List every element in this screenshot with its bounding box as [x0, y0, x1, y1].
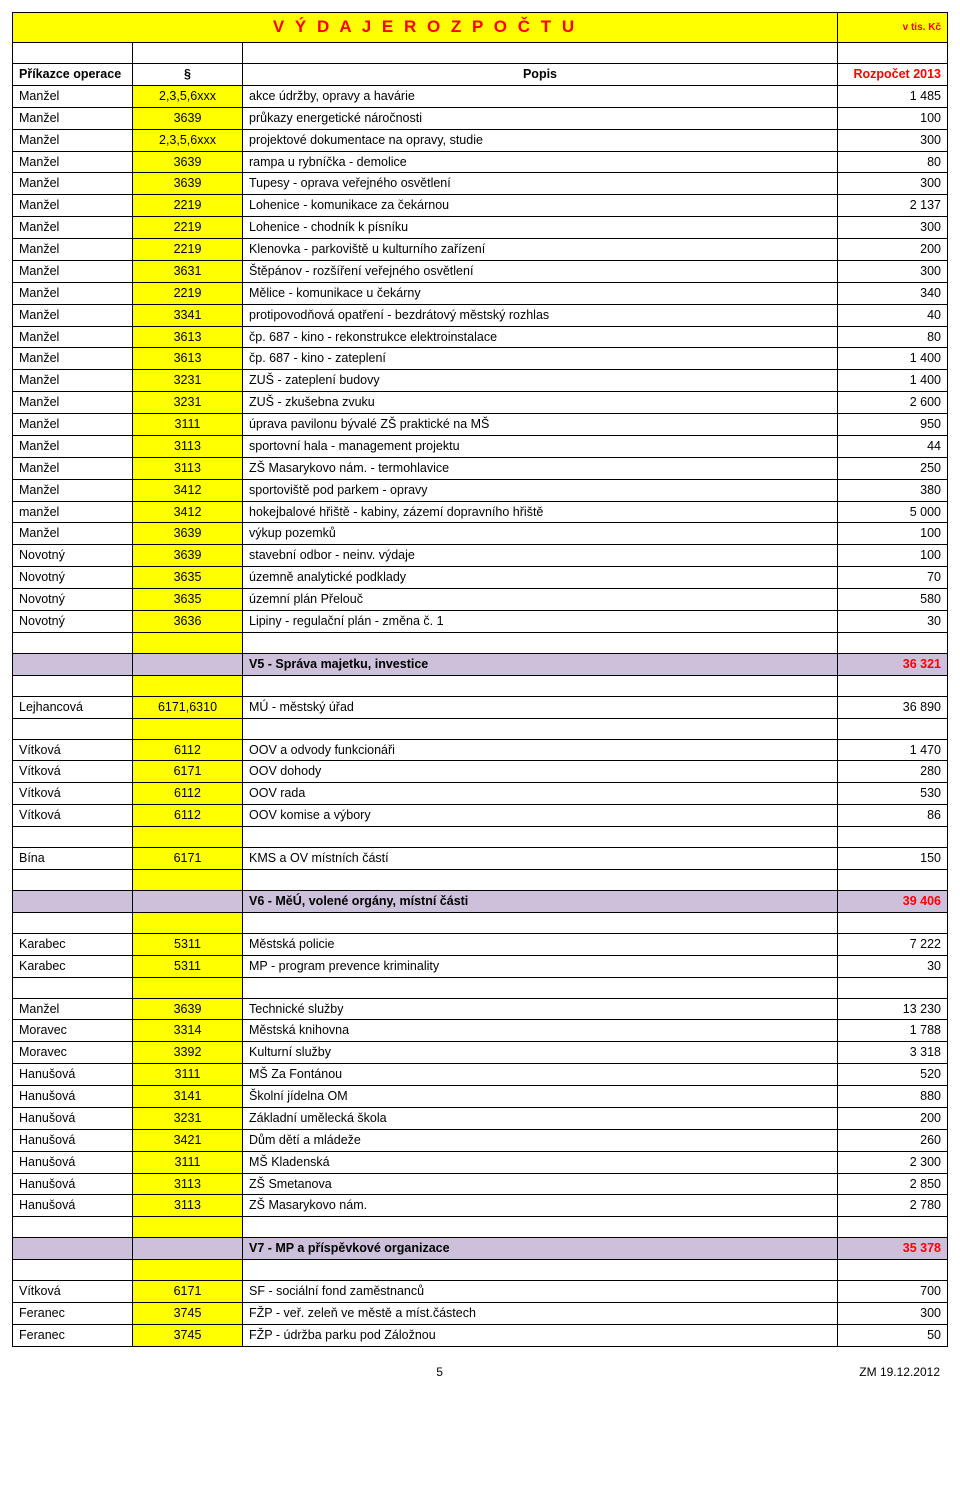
section-label: V5 - Správa majetku, investice [243, 653, 838, 675]
spacer-row [13, 718, 948, 739]
spacer-row [13, 869, 948, 890]
section-total: 35 378 [838, 1238, 948, 1260]
table-row: Manžel2,3,5,6xxxakce údržby, opravy a ha… [13, 85, 948, 107]
unit-label: v tis. Kč [838, 13, 948, 43]
table-row: Manžel3412sportoviště pod parkem - oprav… [13, 479, 948, 501]
table-row: Karabec5311MP - program prevence krimina… [13, 955, 948, 977]
spacer-row [13, 1217, 948, 1238]
table-row: Feranec3745FŽP - údržba parku pod Záložn… [13, 1324, 948, 1346]
table-row: Manžel3113sportovní hala - management pr… [13, 435, 948, 457]
table-row: Manžel3341protipovodňová opatření - bezd… [13, 304, 948, 326]
table-row: Manžel3631Štěpánov - rozšíření veřejného… [13, 260, 948, 282]
table-row: Manžel3639Technické služby13 230 [13, 998, 948, 1020]
section-total: 39 406 [838, 890, 948, 912]
spacer-row [13, 912, 948, 933]
table-row: Vítková6171OOV dohody280 [13, 761, 948, 783]
table-row: Novotný3636Lipiny - regulační plán - změ… [13, 610, 948, 632]
col-header-budget: Rozpočet 2013 [838, 64, 948, 86]
col-header-operator: Příkazce operace [13, 64, 133, 86]
title-row: V Ý D A J E R O Z P O Č T Uv tis. Kč [13, 13, 948, 43]
table-row: Hanušová3421Dům dětí a mládeže260 [13, 1129, 948, 1151]
table-row: Manžel3639Tupesy - oprava veřejného osvě… [13, 173, 948, 195]
table-row: Manžel3231ZUŠ - zateplení budovy1 400 [13, 370, 948, 392]
table-row: Hanušová3231Základní umělecká škola200 [13, 1107, 948, 1129]
table-row: Vítková6112OOV rada530 [13, 783, 948, 805]
table-row: Manžel3613čp. 687 - kino - rekonstrukce … [13, 326, 948, 348]
table-row: Moravec3392Kulturní služby3 318 [13, 1042, 948, 1064]
table-row: Manžel2,3,5,6xxxprojektové dokumentace n… [13, 129, 948, 151]
page-title: V Ý D A J E R O Z P O Č T U [13, 13, 838, 43]
section-total: 36 321 [838, 653, 948, 675]
section-v7: V7 - MP a příspěvkové organizace35 378 [13, 1238, 948, 1260]
table-row: Novotný3635územní plán Přelouč580 [13, 589, 948, 611]
table-row: Manžel3639výkup pozemků100 [13, 523, 948, 545]
table-row: Vítková6112OOV a odvody funkcionáři1 470 [13, 739, 948, 761]
footer-date: ZM 19.12.2012 [859, 1365, 940, 1379]
spacer-row [13, 827, 948, 848]
table-row: manžel3412hokejbalové hřiště - kabiny, z… [13, 501, 948, 523]
table-row: Moravec3314Městská knihovna1 788 [13, 1020, 948, 1042]
table-row: Hanušová3141Školní jídelna OM880 [13, 1086, 948, 1108]
table-row: Manžel3639průkazy energetické náročnosti… [13, 107, 948, 129]
table-row: Lejhancová6171,6310MÚ - městský úřad36 8… [13, 696, 948, 718]
spacer-row [13, 1260, 948, 1281]
table-row: Hanušová3113ZŠ Smetanova2 850 [13, 1173, 948, 1195]
table-row: Feranec3745FŽP - veř. zeleň ve městě a m… [13, 1303, 948, 1325]
section-v5: V5 - Správa majetku, investice36 321 [13, 653, 948, 675]
table-row: Vítková6112OOV komise a výbory86 [13, 805, 948, 827]
section-v6: V6 - MěÚ, volené orgány, místní části39 … [13, 890, 948, 912]
table-row: Manžel3231ZUŠ - zkušebna zvuku2 600 [13, 392, 948, 414]
column-header-row: Příkazce operace§PopisRozpočet 2013 [13, 64, 948, 86]
section-label: V6 - MěÚ, volené orgány, místní části [243, 890, 838, 912]
section-label: V7 - MP a příspěvkové organizace [243, 1238, 838, 1260]
table-row: Manžel3111úprava pavilonu bývalé ZŠ prak… [13, 414, 948, 436]
table-row: Manžel2219Lohenice - komunikace za čekár… [13, 195, 948, 217]
table-row: Vítková6171SF - sociální fond zaměstnanc… [13, 1281, 948, 1303]
col-header-paragraph: § [133, 64, 243, 86]
budget-table: V Ý D A J E R O Z P O Č T Uv tis. Kč Přík… [12, 12, 948, 1347]
table-row: Hanušová3111MŠ Kladenská2 300 [13, 1151, 948, 1173]
table-row: Manžel2219Mělice - komunikace u čekárny3… [13, 282, 948, 304]
col-header-description: Popis [243, 64, 838, 86]
table-row: Manžel3613čp. 687 - kino - zateplení1 40… [13, 348, 948, 370]
table-row: Hanušová3111MŠ Za Fontánou520 [13, 1064, 948, 1086]
spacer-row [13, 632, 948, 653]
table-row: Manžel2219Lohenice - chodník k písníku30… [13, 217, 948, 239]
page-number: 5 [436, 1365, 443, 1379]
table-row: Manžel3113ZŠ Masarykovo nám. - termohlav… [13, 457, 948, 479]
table-row: Manžel3639rampa u rybníčka - demolice80 [13, 151, 948, 173]
table-row: Manžel2219Klenovka - parkoviště u kultur… [13, 239, 948, 261]
spacer-row [13, 977, 948, 998]
table-row: Novotný3635územně analytické podklady70 [13, 567, 948, 589]
table-row: Bína6171KMS a OV místních částí150 [13, 848, 948, 870]
page-footer: 5 ZM 19.12.2012 [12, 1365, 948, 1379]
table-row: Karabec5311Městská policie7 222 [13, 933, 948, 955]
spacer-row [13, 675, 948, 696]
table-row: Hanušová3113ZŠ Masarykovo nám.2 780 [13, 1195, 948, 1217]
table-row: Novotný3639stavební odbor - neinv. výdaj… [13, 545, 948, 567]
